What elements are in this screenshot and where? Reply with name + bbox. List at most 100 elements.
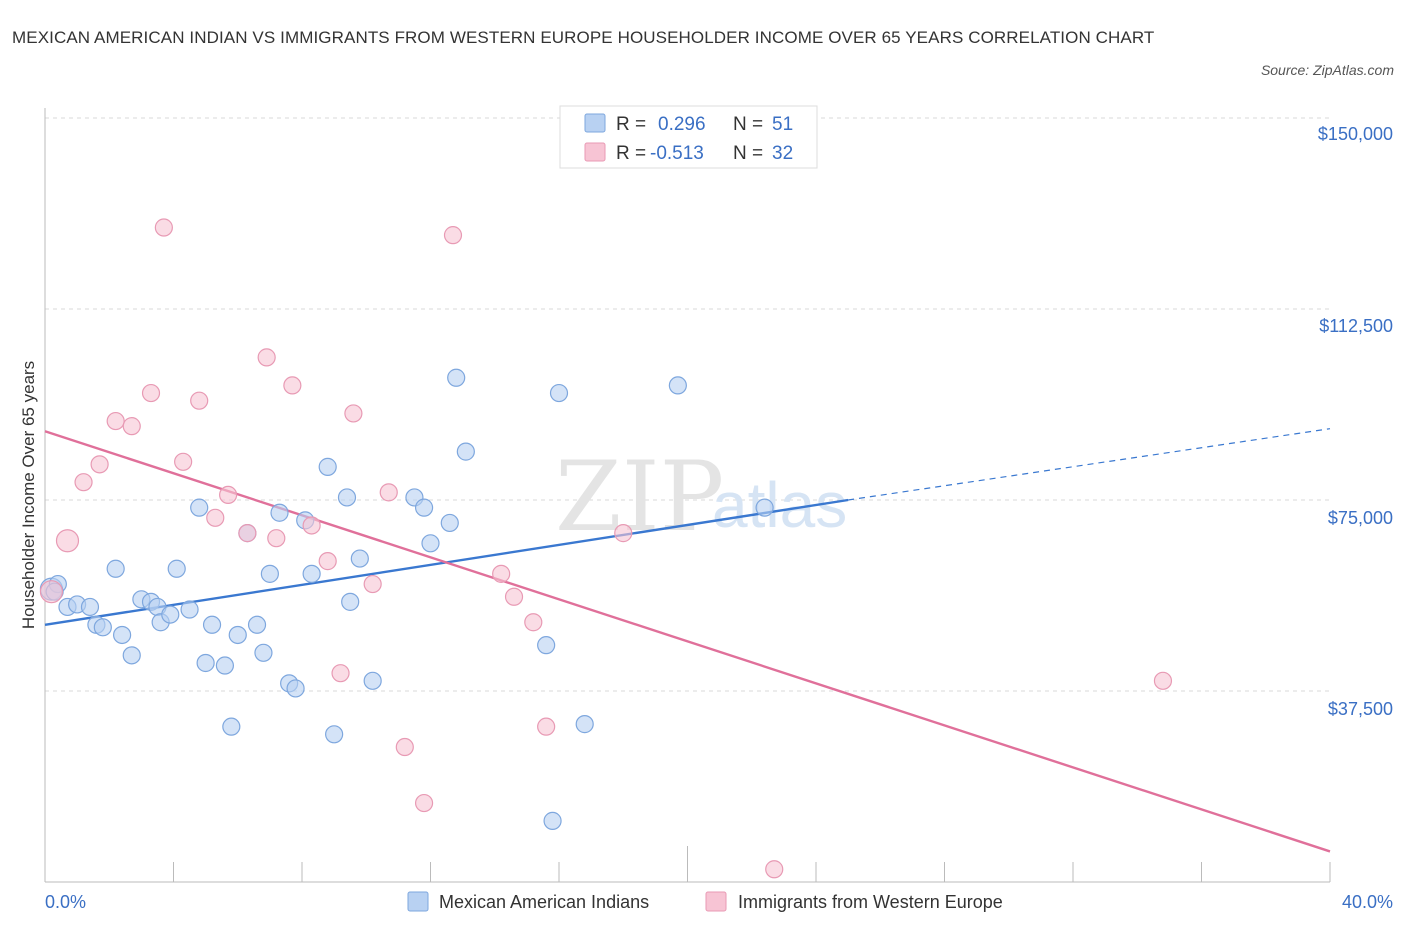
point-mexican-american-indians <box>537 636 556 655</box>
legend-r-value: 0.296 <box>658 114 706 135</box>
point-mexican-american-indians <box>167 559 186 578</box>
grid-lines <box>45 117 1330 692</box>
trend-lines <box>44 428 1331 853</box>
point-mexican-american-indians <box>337 488 357 507</box>
point-immigrants-western-europe <box>302 516 321 535</box>
point-mexican-american-indians <box>549 383 569 403</box>
point-mexican-american-indians <box>106 559 125 578</box>
point-mexican-american-indians <box>228 625 247 645</box>
point-immigrants-western-europe <box>90 455 109 474</box>
point-mexican-american-indians <box>363 671 382 690</box>
legend-n-value: 32 <box>772 143 793 164</box>
point-immigrants-western-europe <box>74 473 93 492</box>
point-mexican-american-indians <box>414 498 434 517</box>
point-mexican-american-indians <box>286 679 305 698</box>
legend-r-label: R = <box>616 143 646 164</box>
legend-n-value: 51 <box>772 114 793 135</box>
point-immigrants-western-europe <box>141 383 161 403</box>
point-immigrants-western-europe <box>379 483 398 502</box>
point-immigrants-western-europe <box>283 376 302 395</box>
y-tick-label: $75,000 <box>1328 508 1393 528</box>
watermark-zip: ZIP <box>555 441 724 553</box>
point-mexican-american-indians <box>575 715 594 734</box>
point-immigrants-western-europe <box>106 411 125 431</box>
point-mexican-american-indians <box>180 600 199 619</box>
point-mexican-american-indians <box>755 498 774 517</box>
point-immigrants-western-europe <box>190 391 209 410</box>
series-legend: Mexican American Indians Immigrants from… <box>407 891 1003 912</box>
point-mexican-american-indians <box>222 717 241 736</box>
point-mexican-american-indians <box>350 549 369 568</box>
point-immigrants-western-europe <box>443 226 463 245</box>
point-mexican-american-indians <box>270 503 289 522</box>
watermark: ZIP atlas <box>555 441 847 553</box>
point-immigrants-western-europe <box>318 552 337 571</box>
legend-r-label: R = <box>616 114 646 135</box>
point-mexican-american-indians <box>247 615 267 634</box>
legend-swatch-pink <box>584 142 606 162</box>
y-tick-label: $150,000 <box>1318 124 1393 144</box>
point-immigrants-western-europe <box>55 529 80 553</box>
series-legend-label: Mexican American Indians <box>439 892 649 912</box>
point-immigrants-western-europe <box>39 580 64 604</box>
legend-swatch-blue <box>584 113 606 133</box>
point-mexican-american-indians <box>668 376 687 395</box>
point-mexican-american-indians <box>341 592 360 611</box>
axes <box>44 108 1331 883</box>
chart-source: Source: ZipAtlas.com <box>1260 62 1394 78</box>
point-immigrants-western-europe <box>219 485 238 505</box>
point-immigrants-western-europe <box>154 218 173 237</box>
point-immigrants-western-europe <box>1153 671 1173 690</box>
y-axis-label: Householder Income Over 65 years <box>19 361 38 629</box>
chart-title: MEXICAN AMERICAN INDIAN VS IMMIGRANTS FR… <box>12 28 1155 47</box>
point-mexican-american-indians <box>112 625 132 645</box>
point-mexican-american-indians <box>421 534 440 553</box>
point-mexican-american-indians <box>318 457 337 476</box>
watermark-atlas: atlas <box>712 469 847 541</box>
point-mexican-american-indians <box>456 442 475 461</box>
trend-line-blue-extension <box>848 428 1331 501</box>
point-mexican-american-indians <box>93 618 112 637</box>
series-legend-swatch-pink <box>705 891 727 912</box>
point-immigrants-western-europe <box>344 404 363 423</box>
legend-n-label: N = <box>733 114 763 135</box>
point-immigrants-western-europe <box>492 564 511 583</box>
trend-line-pink <box>44 430 1331 853</box>
point-mexican-american-indians <box>190 498 209 517</box>
series-legend-label: Immigrants from Western Europe <box>738 892 1003 912</box>
data-points <box>39 218 1173 879</box>
point-mexican-american-indians <box>447 368 466 387</box>
point-mexican-american-indians <box>161 605 180 624</box>
x-tick-label-min: 0.0% <box>45 892 86 912</box>
point-immigrants-western-europe <box>122 417 141 436</box>
point-mexican-american-indians <box>80 597 100 617</box>
point-immigrants-western-europe <box>267 529 286 548</box>
point-immigrants-western-europe <box>206 508 225 527</box>
legend: R = 0.296 N = 51 R = -0.513 N = 32 <box>559 105 818 169</box>
point-mexican-american-indians <box>543 811 562 830</box>
point-immigrants-western-europe <box>614 524 633 543</box>
point-mexican-american-indians <box>440 513 459 533</box>
point-immigrants-western-europe <box>765 860 784 879</box>
point-immigrants-western-europe <box>504 587 524 606</box>
point-immigrants-western-europe <box>537 717 556 736</box>
point-mexican-american-indians <box>254 643 273 662</box>
series-legend-swatch-blue <box>407 891 429 912</box>
point-mexican-american-indians <box>325 725 344 744</box>
point-immigrants-western-europe <box>395 737 414 757</box>
point-immigrants-western-europe <box>363 574 382 594</box>
y-tick-label: $37,500 <box>1328 699 1393 719</box>
point-mexican-american-indians <box>202 615 222 634</box>
legend-n-label: N = <box>733 143 763 164</box>
legend-r-value: -0.513 <box>650 143 704 164</box>
point-mexican-american-indians <box>260 564 279 583</box>
point-mexican-american-indians <box>122 646 141 665</box>
point-immigrants-western-europe <box>257 348 276 367</box>
point-immigrants-western-europe <box>238 524 257 543</box>
y-tick-labels: $150,000 $112,500 $75,000 $37,500 <box>1318 124 1393 719</box>
x-tick-label-max: 40.0% <box>1342 892 1393 912</box>
point-immigrants-western-europe <box>414 793 434 813</box>
point-immigrants-western-europe <box>174 452 193 471</box>
point-immigrants-western-europe <box>524 613 543 632</box>
